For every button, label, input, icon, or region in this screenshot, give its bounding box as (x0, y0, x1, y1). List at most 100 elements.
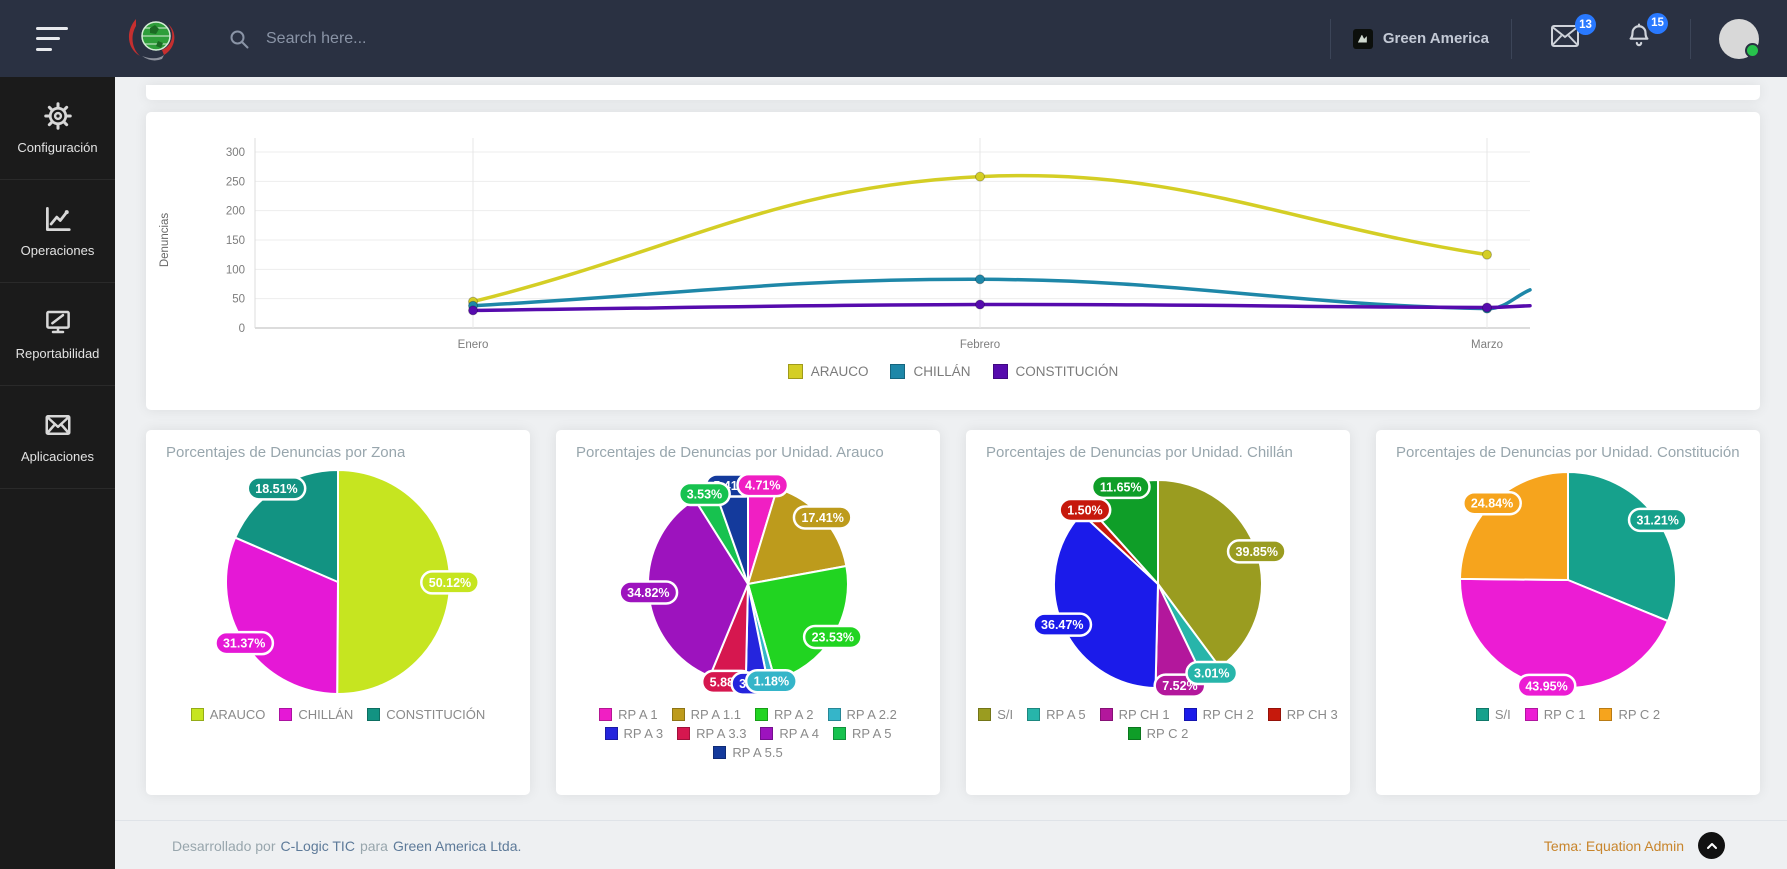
sidebar-item-configuracion[interactable]: Configuración (0, 77, 115, 180)
svg-text:3.01%: 3.01% (1194, 667, 1229, 681)
legend-item-RP A 3.3[interactable]: RP A 3.3 (677, 726, 746, 741)
messages-button[interactable]: 13 (1550, 14, 1596, 53)
client-link[interactable]: Green America Ltda. (392, 837, 522, 854)
data-point[interactable] (975, 274, 985, 285)
legend-item-RP CH 1[interactable]: RP CH 1 (1099, 707, 1170, 722)
legend-item-ARAUCO[interactable]: ARAUCO (190, 707, 265, 722)
pie-slice-label: 50.12% (420, 570, 480, 595)
svg-text:4.71%: 4.71% (745, 479, 780, 493)
pie-card-unidad-constitucion: Porcentajes de Denuncias por Unidad. Con… (1376, 430, 1760, 795)
chevron-up-icon (1706, 842, 1717, 849)
pie-slice-label: 23.53% (802, 624, 863, 650)
pie-card-title: Porcentajes de Denuncias por Zona (166, 444, 406, 461)
legend-item-RP A 3[interactable]: RP A 3 (604, 726, 664, 741)
svg-text:Febrero: Febrero (960, 339, 1000, 351)
user-menu-button[interactable] (1719, 18, 1760, 59)
pie-chart-unidad-arauco: 5.41%3.53%34.82%5.88%3.53%1.18%23.53%17.… (618, 472, 863, 696)
pie-slice-RP C 2[interactable] (1459, 471, 1569, 581)
pie-card-title: Porcentajes de Denuncias por Unidad. Con… (1396, 444, 1740, 461)
sidebar-item-label: Aplicaciones (21, 449, 94, 464)
pie-slice-label: 3.53% (677, 481, 731, 507)
company-selector[interactable]: Green America (1352, 28, 1489, 49)
svg-text:Enero: Enero (458, 339, 489, 351)
legend-item-RP A 5.5[interactable]: RP A 5.5 (713, 745, 783, 760)
svg-text:18.51%: 18.51% (255, 482, 297, 496)
messages-count-badge: 13 (1575, 14, 1596, 35)
legend-item-RP A 4[interactable]: RP A 4 (760, 726, 819, 741)
line-series-CONSTITUCIÓN[interactable] (471, 302, 1532, 313)
legend-item-RP CH 2[interactable]: RP CH 2 (1183, 707, 1254, 722)
pie-chart-unidad-chillan: 11.65% 1.50% 36.47% 7.52%3.01% 39.85% (1032, 474, 1287, 698)
app-logo (128, 18, 175, 60)
svg-text:50: 50 (232, 294, 245, 306)
legend-swatch (190, 708, 204, 721)
legend-swatch (978, 708, 992, 721)
legend-item-CHILLÁN[interactable]: CHILLÁN (890, 364, 971, 379)
svg-text:100: 100 (226, 264, 245, 276)
pie-slice-label: 36.47% (1032, 612, 1093, 637)
pie-slice-label: 31.37% (214, 630, 275, 656)
pie-legend: ARAUCO CHILLÁN CONSTITUCIÓN (158, 707, 518, 722)
legend-item-CONSTITUCIÓN[interactable]: CONSTITUCIÓN (367, 707, 485, 722)
legend-swatch (1099, 708, 1113, 721)
legend-swatch (367, 708, 381, 721)
legend-label: RP A 5.5 (732, 745, 783, 760)
legend-item-RP A 1.1[interactable]: RP A 1.1 (671, 707, 741, 722)
legend-label: S/I (997, 707, 1014, 722)
pie-slice-label: 1.50% (1058, 497, 1112, 523)
gear-icon (43, 102, 72, 130)
sidebar-item-label: Configuración (17, 140, 98, 155)
data-point[interactable] (975, 299, 985, 310)
svg-text:24.84%: 24.84% (1471, 497, 1513, 511)
legend-swatch (279, 708, 293, 721)
bell-icon (1629, 23, 1649, 46)
search-input[interactable] (264, 28, 588, 49)
svg-text:36.47%: 36.47% (1041, 618, 1083, 632)
legend-label: RP A 3 (623, 726, 664, 741)
legend-item-RP A 5[interactable]: RP A 5 (832, 726, 892, 741)
legend-item-CONSTITUCIÓN[interactable]: CONSTITUCIÓN (992, 364, 1118, 379)
footer-credit-middle: para (359, 837, 388, 854)
svg-text:34.82%: 34.82% (627, 586, 669, 600)
data-point[interactable] (468, 305, 478, 316)
legend-item-RP A 5[interactable]: RP A 5 (1027, 707, 1086, 722)
pie-slice-label: 39.85% (1226, 539, 1287, 564)
company-name: Green America (1382, 30, 1489, 47)
legend-item-RP A 2[interactable]: RP A 2 (755, 707, 814, 722)
pie-slice-label: 43.95% (1516, 673, 1577, 699)
notifications-button[interactable]: 15 (1626, 12, 1668, 55)
pie-card-unidad-arauco: Porcentajes de Denuncias por Unidad. Ara… (556, 430, 940, 795)
legend-label: RP A 4 (779, 726, 819, 741)
legend-item-RP C 1[interactable]: RP C 1 (1524, 707, 1585, 722)
legend-item-RP C 2[interactable]: RP C 2 (1599, 707, 1660, 722)
legend-item-RP A 1[interactable]: RP A 1 (599, 707, 658, 722)
online-status-dot (1745, 42, 1760, 58)
legend-item-RP A 2.2[interactable]: RP A 2.2 (827, 707, 897, 722)
legend-item-RP C 2[interactable]: RP C 2 (1127, 726, 1188, 741)
legend-item-RP CH 3[interactable]: RP CH 3 (1267, 707, 1338, 722)
sidebar-item-aplicaciones[interactable]: Aplicaciones (0, 386, 115, 489)
legend-label: RP A 5 (851, 726, 892, 741)
svg-text:17.41%: 17.41% (801, 511, 843, 525)
sidebar-item-reportabilidad[interactable]: Reportabilidad (0, 283, 115, 386)
legend-label: S/I (1494, 707, 1511, 722)
legend-item-ARAUCO[interactable]: ARAUCO (787, 364, 868, 379)
sidebar-toggle-button[interactable] (36, 26, 70, 51)
legend-swatch (827, 708, 841, 721)
global-search (228, 28, 588, 50)
svg-text:50.12%: 50.12% (429, 576, 471, 590)
pie-slice-label: 34.82% (618, 580, 679, 605)
data-point[interactable] (975, 171, 985, 182)
pie-card-zona: Porcentajes de Denuncias por Zona 18.51%… (146, 430, 530, 795)
legend-swatch (760, 727, 774, 740)
legend-item-CHILLÁN[interactable]: CHILLÁN (279, 707, 353, 722)
scroll-to-top-button[interactable] (1698, 832, 1725, 859)
data-point[interactable] (1482, 302, 1492, 313)
data-point[interactable] (1482, 249, 1492, 260)
sidebar-item-operaciones[interactable]: Operaciones (0, 180, 115, 283)
legend-item-S/I[interactable]: S/I (1475, 707, 1511, 722)
developer-link[interactable]: C-Logic TIC (280, 837, 355, 854)
legend-item-S/I[interactable]: S/I (978, 707, 1013, 722)
pie-legend: S/I RP A 5 RP CH 1 RP CH 2 RP CH 3 RP C 2 (978, 707, 1338, 741)
